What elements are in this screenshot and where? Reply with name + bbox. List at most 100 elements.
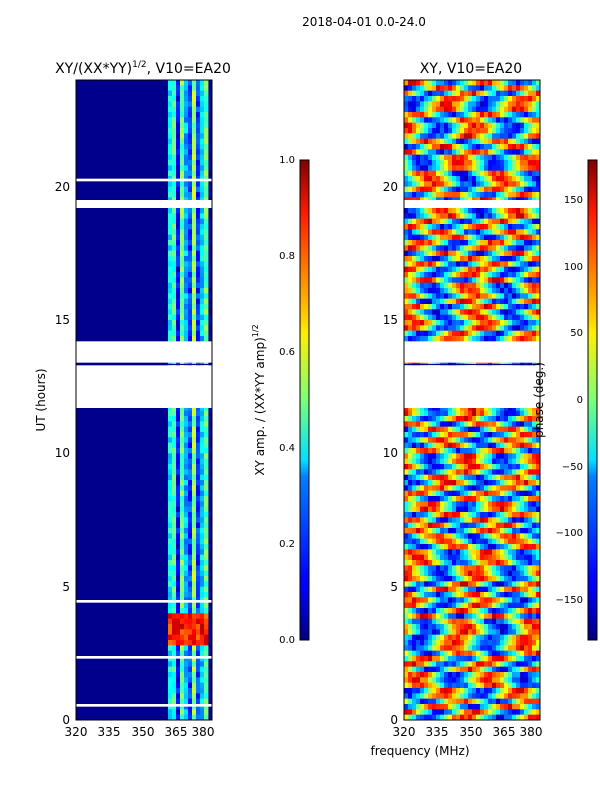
amplitude-heatmap-cell: [168, 453, 173, 460]
phase-heatmap-cell: [484, 592, 489, 598]
phase-heatmap-cell: [460, 490, 465, 497]
phase-heatmap-cell: [484, 421, 489, 428]
amplitude-heatmap-cell: [168, 490, 173, 497]
phase-heatmap-cell: [464, 101, 469, 108]
amplitude-heatmap-cell: [200, 410, 205, 417]
amplitude-heatmap-cell: [204, 672, 209, 678]
phase-heatmap-cell: [492, 608, 497, 614]
data-gap: [76, 704, 212, 707]
amplitude-heatmap-cell: [192, 528, 197, 534]
phase-heatmap-cell: [496, 144, 501, 150]
phase-heatmap-cell: [520, 186, 525, 193]
amplitude-heatmap-cell: [188, 512, 193, 518]
amplitude-heatmap-cell: [180, 304, 185, 310]
phase-heatmap-cell: [516, 640, 521, 646]
amplitude-heatmap-cell: [172, 96, 177, 102]
phase-heatmap-cell: [488, 469, 493, 476]
phase-heatmap-cell: [532, 405, 537, 412]
phase-heatmap-cell: [528, 570, 533, 577]
phase-heatmap-cell: [456, 608, 461, 614]
phase-heatmap-cell: [536, 213, 541, 220]
phase-heatmap-cell: [472, 586, 477, 593]
amplitude-heatmap-cell: [192, 560, 197, 566]
amplitude-heatmap-cell: [172, 469, 177, 476]
amplitude-heatmap-cell: [172, 538, 177, 545]
phase-heatmap-cell: [532, 176, 537, 182]
amplitude-heatmap-cell: [176, 704, 181, 710]
amplitude-heatmap-cell: [196, 602, 201, 609]
phase-heatmap-cell: [412, 250, 417, 257]
phase-heatmap-cell: [468, 80, 473, 86]
phase-heatmap-cell: [520, 549, 525, 556]
phase-heatmap-cell: [504, 186, 509, 193]
phase-heatmap-cell: [524, 410, 529, 417]
phase-heatmap-cell: [500, 448, 505, 454]
phase-heatmap-cell: [428, 112, 433, 118]
phase-heatmap-cell: [448, 496, 453, 502]
phase-heatmap-cell: [488, 80, 493, 86]
phase-heatmap-cell: [452, 320, 457, 326]
phase-heatmap-cell: [528, 282, 533, 289]
phase-heatmap-cell: [472, 421, 477, 428]
phase-heatmap-cell: [428, 432, 433, 438]
phase-heatmap-cell: [468, 624, 473, 630]
phase-heatmap-cell: [492, 314, 497, 321]
phase-heatmap-cell: [408, 453, 413, 460]
phase-heatmap-cell: [484, 480, 489, 486]
phase-heatmap-cell: [408, 533, 413, 540]
amplitude-heatmap-cell: [196, 693, 201, 700]
phase-heatmap-cell: [484, 154, 489, 161]
amplitude-heatmap-cell: [188, 181, 193, 188]
phase-heatmap-cell: [412, 266, 417, 273]
phase-heatmap-cell: [484, 128, 489, 134]
phase-heatmap-cell: [468, 240, 473, 246]
phase-heatmap-cell: [432, 533, 437, 540]
phase-heatmap-cell: [496, 176, 501, 182]
phase-heatmap-cell: [496, 496, 501, 502]
amplitude-heatmap-cell: [176, 96, 181, 102]
amplitude-heatmap-cell: [180, 640, 185, 646]
phase-heatmap-cell: [504, 277, 509, 284]
amplitude-heatmap-cell: [188, 661, 193, 668]
phase-heatmap-cell: [480, 85, 485, 92]
phase-heatmap-cell: [456, 112, 461, 118]
phase-heatmap-cell: [424, 549, 429, 556]
amplitude-heatmap-cell: [204, 634, 209, 641]
phase-heatmap-cell: [468, 133, 473, 140]
phase-heatmap-cell: [452, 538, 457, 545]
phase-heatmap-cell: [452, 656, 457, 662]
phase-heatmap-cell: [460, 266, 465, 273]
amplitude-heatmap-cell: [172, 496, 177, 502]
phase-heatmap-cell: [408, 234, 413, 241]
phase-heatmap-cell: [532, 581, 537, 588]
amplitude-heatmap-cell: [196, 698, 201, 705]
phase-heatmap-cell: [476, 170, 481, 177]
phase-heatmap-cell: [440, 336, 445, 342]
phase-heatmap-cell: [516, 538, 521, 545]
amplitude-heatmap-cell: [200, 672, 205, 678]
phase-heatmap-cell: [412, 186, 417, 193]
phase-heatmap-cell: [476, 245, 481, 252]
amplitude-heatmap-cell: [204, 128, 209, 134]
phase-heatmap-cell: [460, 325, 465, 332]
phase-heatmap-cell: [492, 581, 497, 588]
phase-heatmap-cell: [436, 309, 441, 316]
phase-heatmap-cell: [528, 96, 533, 102]
phase-heatmap-cell: [492, 261, 497, 268]
amplitude-heatmap-cell: [200, 293, 205, 300]
phase-heatmap-cell: [476, 320, 481, 326]
phase-heatmap-cell: [468, 224, 473, 230]
phase-heatmap-cell: [496, 154, 501, 161]
phase-heatmap-cell: [464, 490, 469, 497]
phase-heatmap-cell: [496, 432, 501, 438]
phase-heatmap-cell: [468, 266, 473, 273]
phase-heatmap-cell: [484, 464, 489, 470]
phase-heatmap-cell: [512, 661, 517, 668]
phase-heatmap-cell: [496, 554, 501, 561]
phase-heatmap-cell: [532, 149, 537, 156]
phase-heatmap-cell: [424, 170, 429, 177]
phase-heatmap-cell: [512, 229, 517, 236]
phase-heatmap-cell: [484, 272, 489, 278]
phase-heatmap-cell: [532, 650, 537, 657]
amplitude-heatmap-cell: [204, 656, 209, 662]
